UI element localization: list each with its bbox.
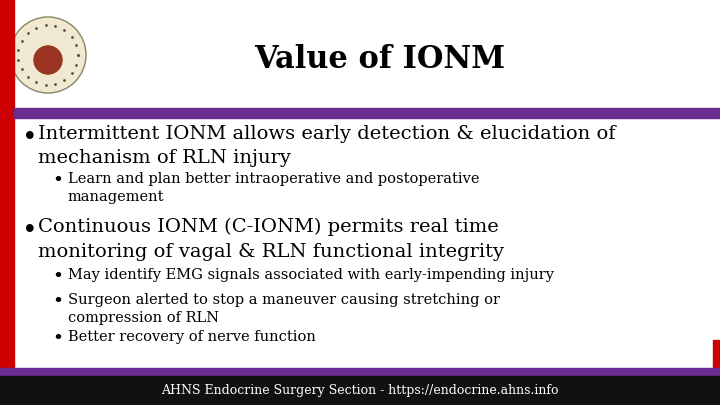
Text: Better recovery of nerve function: Better recovery of nerve function <box>68 330 316 344</box>
Text: Surgeon alerted to stop a maneuver causing stretching or
compression of RLN: Surgeon alerted to stop a maneuver causi… <box>68 293 500 325</box>
Text: AHNS Endocrine Surgery Section - https://endocrine.ahns.info: AHNS Endocrine Surgery Section - https:/… <box>161 384 559 397</box>
Text: •: • <box>52 268 63 286</box>
Text: Value of IONM: Value of IONM <box>254 45 505 75</box>
Text: •: • <box>22 218 37 243</box>
Bar <box>713 340 720 385</box>
Text: •: • <box>52 330 63 348</box>
Bar <box>0 0 14 405</box>
Bar <box>0 376 720 405</box>
Text: Continuous IONM (C-IONM) permits real time
monitoring of vagal & RLN functional : Continuous IONM (C-IONM) permits real ti… <box>38 218 504 260</box>
Text: •: • <box>52 293 63 311</box>
Text: May identify EMG signals associated with early-impending injury: May identify EMG signals associated with… <box>68 268 554 282</box>
Bar <box>0 368 720 376</box>
Text: •: • <box>52 172 63 190</box>
Text: Learn and plan better intraoperative and postoperative
management: Learn and plan better intraoperative and… <box>68 172 480 205</box>
Circle shape <box>10 17 86 93</box>
Bar <box>14 108 720 118</box>
Circle shape <box>34 46 62 74</box>
Text: •: • <box>22 125 37 150</box>
Text: Intermittent IONM allows early detection & elucidation of
mechanism of RLN injur: Intermittent IONM allows early detection… <box>38 125 616 167</box>
